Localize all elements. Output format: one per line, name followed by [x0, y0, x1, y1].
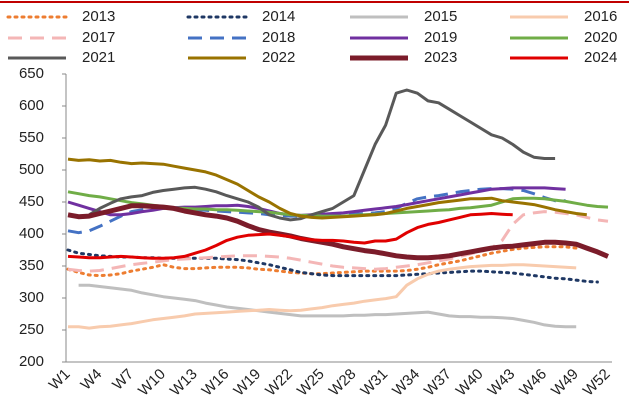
y-tick-label: 650: [19, 65, 44, 82]
x-tick-label: W34: [389, 366, 423, 400]
x-tick-label: W13: [167, 366, 201, 400]
y-tick-label: 450: [19, 193, 44, 210]
y-tick-label: 350: [19, 257, 44, 274]
series-line: [67, 157, 587, 220]
x-tick-label: W16: [199, 366, 233, 400]
x-tick-label: W25: [294, 366, 328, 400]
y-tick-label: 250: [19, 321, 44, 338]
series-line: [67, 186, 566, 217]
legend-label: 2015: [424, 8, 457, 25]
legend-label: 2018: [262, 29, 295, 46]
y-tick-label: 500: [19, 161, 44, 178]
legend-label: 2024: [584, 49, 617, 66]
y-tick-label: 400: [19, 225, 44, 242]
x-tick-label: W43: [485, 366, 519, 400]
x-tick-label: W22: [262, 366, 296, 400]
series-line: [68, 263, 577, 330]
y-tick-label: 300: [19, 289, 44, 306]
x-tick-label: W40: [453, 366, 487, 400]
x-tick-label: W37: [421, 366, 455, 400]
legend-label: 2023: [424, 49, 457, 66]
series-line: [67, 212, 513, 260]
legend-label: 2020: [584, 29, 617, 46]
legend-label: 2022: [262, 49, 295, 66]
series-line: [66, 245, 578, 278]
x-tick-label: W46: [516, 366, 550, 400]
legend-label: 2017: [82, 29, 115, 46]
x-tick-label: W7: [109, 366, 137, 394]
x-tick-label: W28: [326, 366, 360, 400]
y-tick-label: 600: [19, 97, 44, 114]
legend-label: 2014: [262, 8, 295, 25]
y-tick-label: 200: [19, 353, 44, 370]
legend-label: 2016: [584, 8, 617, 25]
y-tick-label: 550: [19, 129, 44, 146]
legend-label: 2021: [82, 49, 115, 66]
legend-label: 2013: [82, 8, 115, 25]
x-tick-label: W52: [580, 366, 614, 400]
series-line: [67, 210, 609, 273]
x-tick-label: W19: [230, 366, 264, 400]
x-tick-label: W49: [548, 366, 582, 400]
x-tick-label: W10: [135, 366, 169, 400]
series-line: [78, 283, 577, 329]
series-line: [67, 203, 609, 261]
x-tick-label: W4: [77, 366, 105, 394]
x-tick-label: W1: [46, 366, 74, 394]
series-line: [88, 88, 556, 222]
legend-label: 2019: [424, 29, 457, 46]
series-line: [66, 248, 599, 284]
x-tick-label: W31: [357, 366, 391, 400]
